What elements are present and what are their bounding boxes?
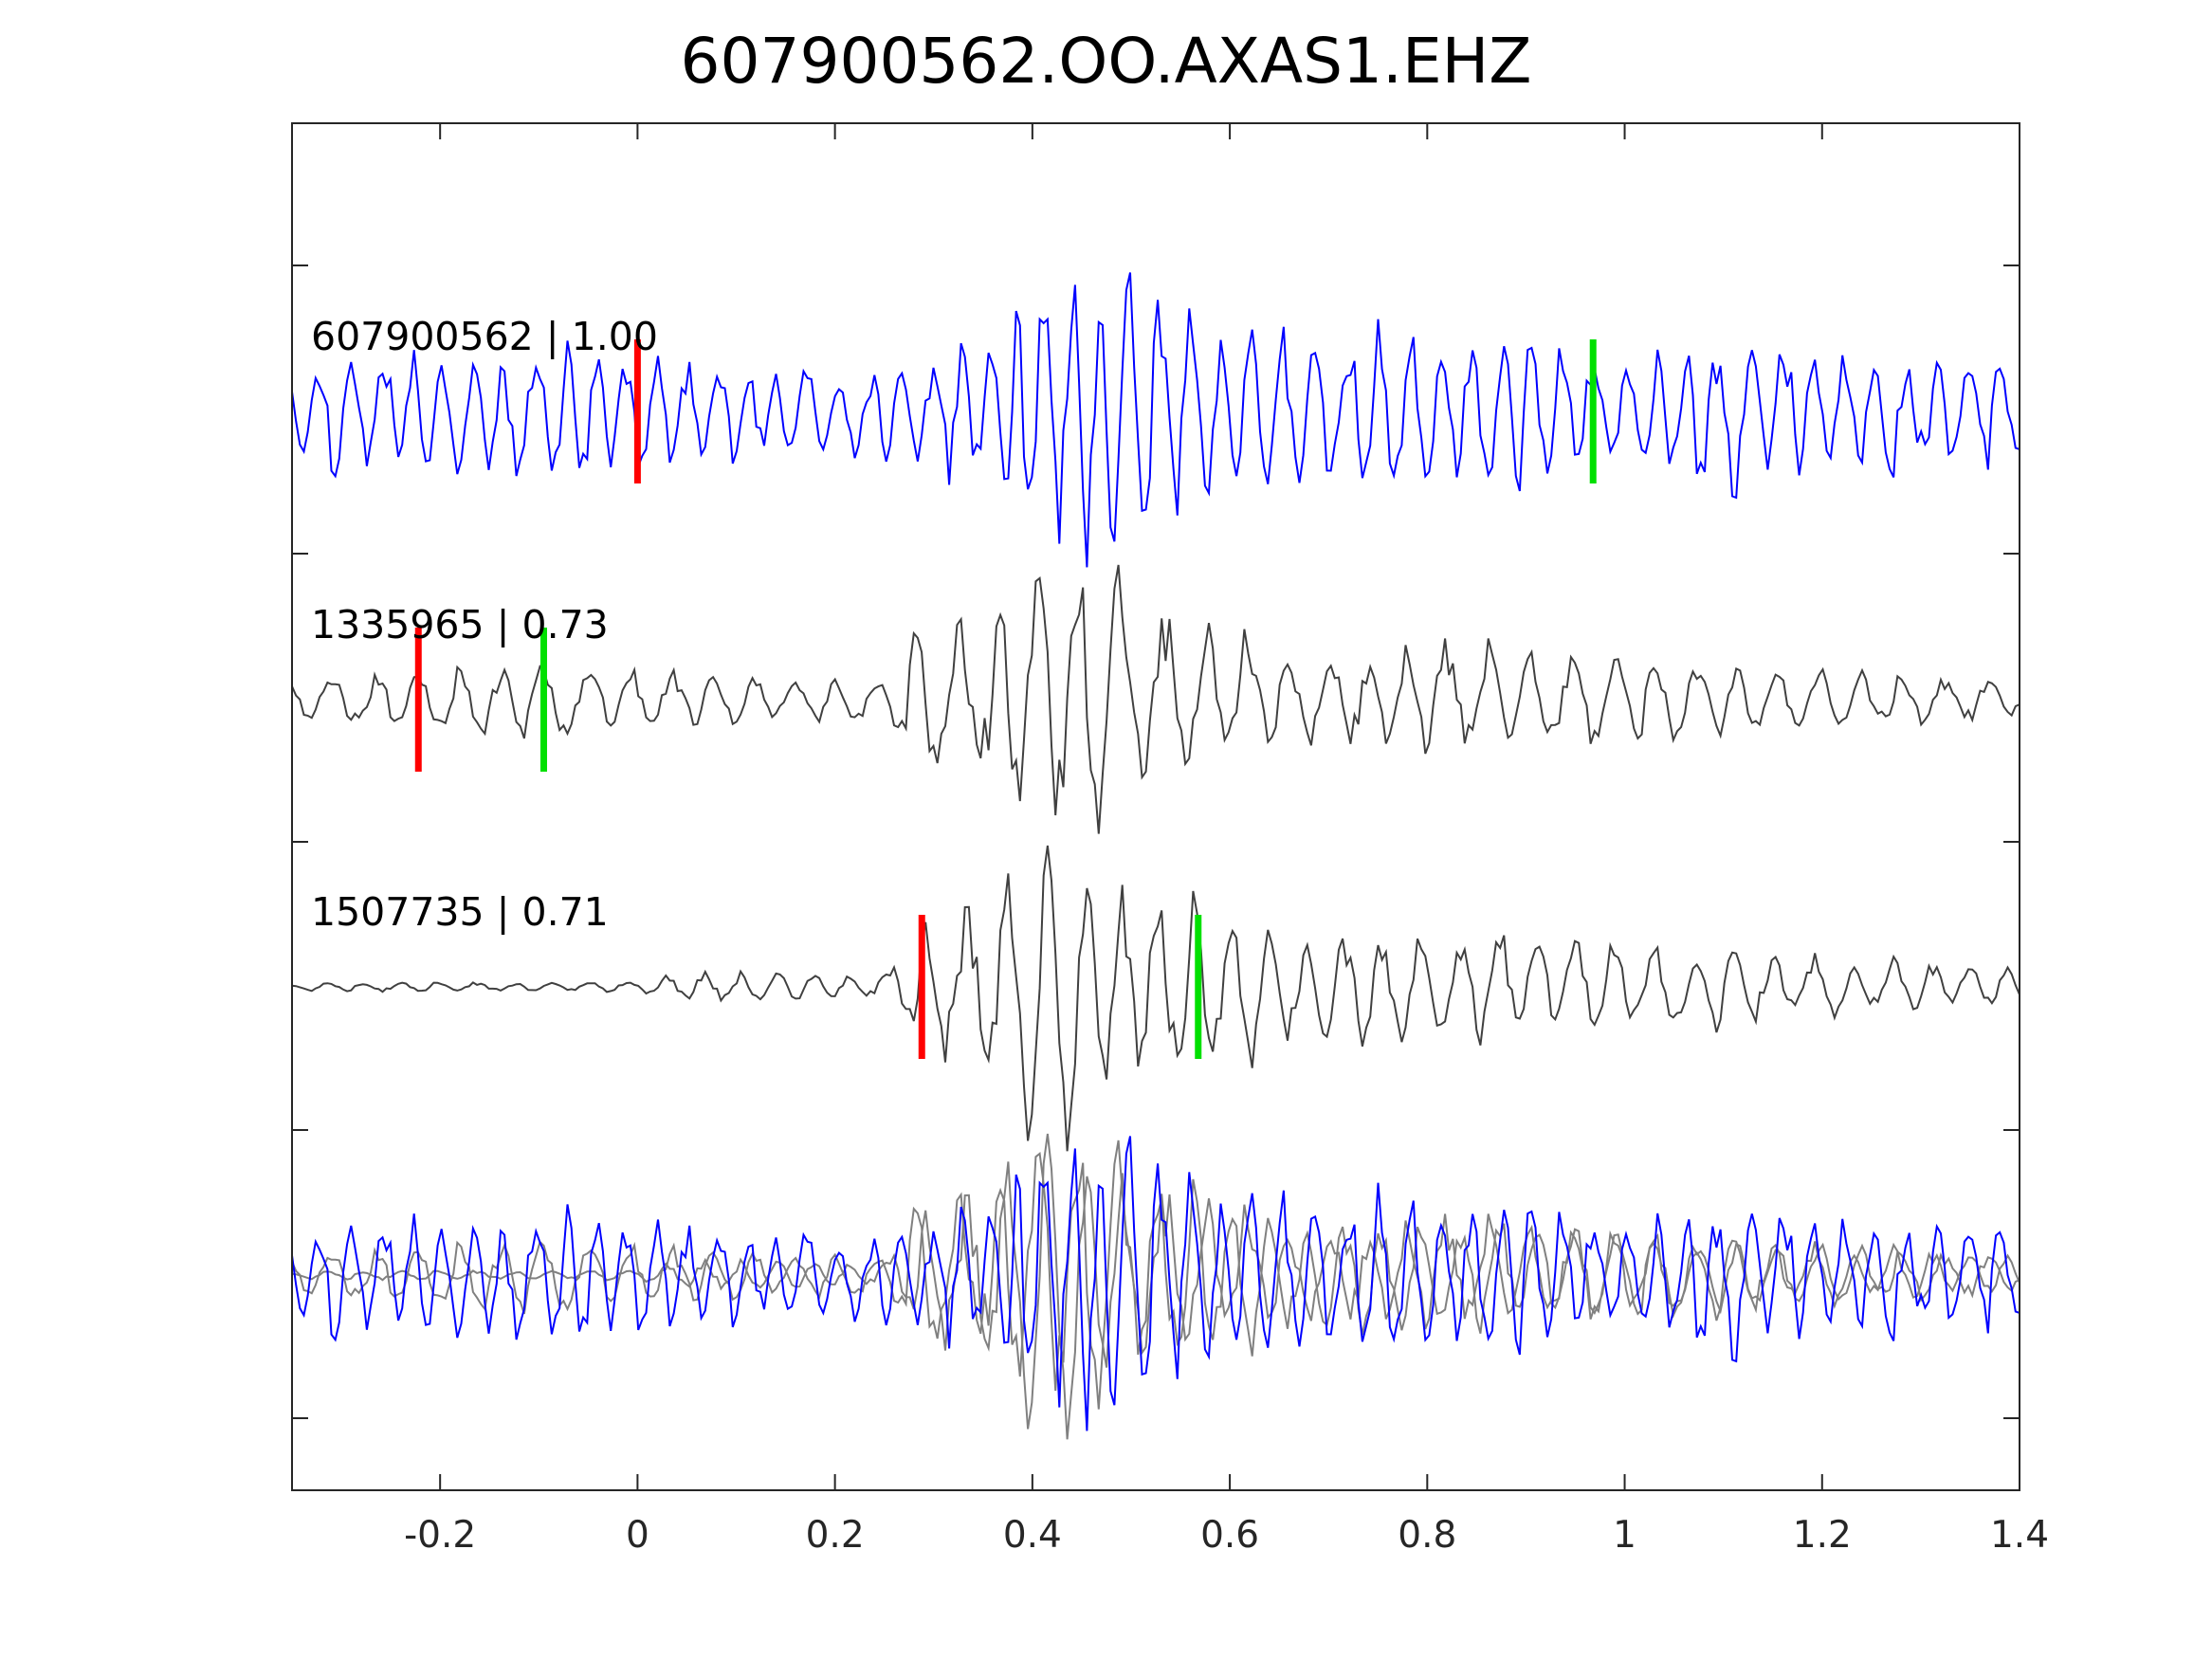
x-tick-label: 0.2 bbox=[806, 1514, 865, 1557]
overlay-trace-607900562 bbox=[291, 1136, 2020, 1431]
trace-1 bbox=[291, 272, 2020, 568]
chart-title: 607900562.OO.AXAS1.EHZ bbox=[680, 25, 1532, 98]
trace-3 bbox=[291, 845, 2020, 1152]
picks-layer bbox=[414, 339, 1597, 1059]
x-tick-label: 0 bbox=[626, 1514, 649, 1557]
x-tick-label: 0.6 bbox=[1200, 1514, 1259, 1557]
trace-2 bbox=[291, 564, 2020, 834]
trace-label-3: 1507735 | 0.71 bbox=[311, 889, 609, 935]
trace-label-1: 607900562 | 1.00 bbox=[311, 314, 658, 359]
overlay-trace-1335965 bbox=[291, 1139, 2020, 1410]
trace-label-2: 1335965 | 0.73 bbox=[311, 602, 609, 647]
x-tick-label: 1 bbox=[1613, 1514, 1636, 1557]
ticks-layer: -0.2 0 0.2 0.4 0.6 0.8 1 1.2 1.4 bbox=[292, 123, 2049, 1557]
x-tick-label: -0.2 bbox=[404, 1514, 476, 1557]
x-tick-label: 0.4 bbox=[1003, 1514, 1062, 1557]
axes-box bbox=[291, 122, 2020, 1491]
traces-layer bbox=[291, 272, 2020, 1440]
x-tick-label: 0.8 bbox=[1398, 1514, 1456, 1557]
x-tick-label: 1.4 bbox=[1990, 1514, 2049, 1557]
trace-labels-layer: 607900562 | 1.00 1335965 | 0.73 1507735 | … bbox=[311, 314, 658, 935]
x-tick-label: 1.2 bbox=[1793, 1514, 1852, 1557]
